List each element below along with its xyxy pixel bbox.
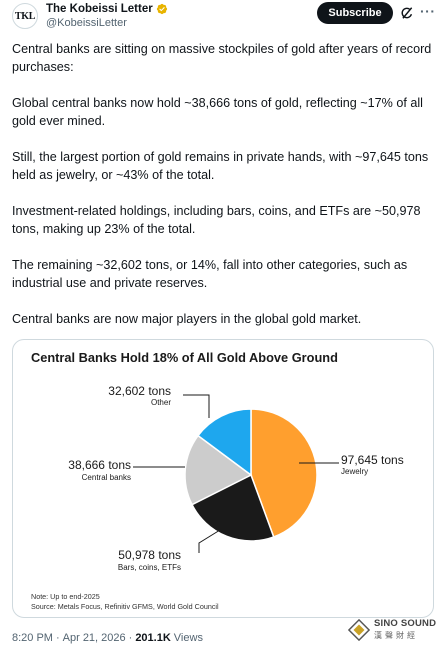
- chart-title: Central Banks Hold 18% of All Gold Above…: [31, 350, 338, 365]
- watermark: SINO SOUND 漢聲財經: [348, 617, 444, 643]
- slice-value-label: 38,666 tons: [68, 458, 131, 472]
- separator: ·: [128, 632, 133, 644]
- slice-name-label: Jewelry: [341, 467, 368, 476]
- pie-chart: 97,645 tons Jewelry 50,978 tons Bars, co…: [68, 384, 404, 572]
- avatar-text: TKL: [14, 10, 36, 22]
- tweet-header: TKL The Kobeissi Letter @KobeissiLetter …: [0, 0, 448, 34]
- avatar[interactable]: TKL: [12, 3, 38, 29]
- slice-value-label: 32,602 tons: [108, 384, 171, 398]
- tweet-text: Central banks are sitting on massive sto…: [12, 40, 436, 346]
- slice-value-label: 50,978 tons: [118, 548, 181, 562]
- views-label[interactable]: Views: [173, 632, 203, 644]
- pie-slice-other: [196, 408, 252, 477]
- chart-image-card[interactable]: Central Banks Hold 18% of All Gold Above…: [12, 339, 434, 618]
- grok-icon[interactable]: [400, 6, 414, 20]
- tweet-paragraph: Still, the largest portion of gold remai…: [12, 150, 429, 182]
- slice-name-label: Bars, coins, ETFs: [118, 563, 181, 572]
- subscribe-button[interactable]: Subscribe: [317, 2, 393, 24]
- chart-note: Note: Up to end-2025: [31, 592, 100, 601]
- watermark-subtitle: 漢聲財經: [374, 631, 418, 640]
- tweet-time[interactable]: 8:20 PM: [12, 632, 53, 644]
- slice-value-label: 97,645 tons: [341, 453, 404, 467]
- leader-line-other: [183, 394, 210, 418]
- pie-slice-central-banks: [184, 434, 253, 506]
- tweet-paragraph: Investment-related holdings, including b…: [12, 204, 421, 236]
- separator: ·: [55, 632, 60, 644]
- author-name[interactable]: The Kobeissi Letter: [46, 3, 153, 15]
- author-name-row[interactable]: The Kobeissi Letter: [46, 3, 168, 15]
- slice-name-label: Other: [151, 398, 171, 407]
- tweet-paragraph: Central banks are now major players in t…: [12, 312, 362, 326]
- slice-name-label: Central banks: [82, 473, 131, 482]
- watermark-logo-icon: [348, 619, 370, 641]
- tweet-paragraph: Central banks are sitting on massive sto…: [12, 42, 432, 74]
- views-count[interactable]: 201.1K: [135, 632, 171, 644]
- more-options-icon[interactable]: ···: [420, 3, 436, 19]
- tweet-date[interactable]: Apr 21, 2026: [62, 632, 126, 644]
- watermark-brand: SINO SOUND: [374, 618, 437, 629]
- tweet-paragraph: The remaining ~32,602 tons, or 14%, fall…: [12, 258, 408, 290]
- verified-badge-icon: [156, 3, 167, 15]
- tweet-footer: 8:20 PM · Apr 21, 2026 · 201.1K Views: [12, 632, 203, 644]
- pie-slice-bars-coins-etfs: [191, 473, 275, 542]
- author-handle[interactable]: @KobeissiLetter: [46, 17, 127, 29]
- chart-source: Source: Metals Focus, Refinitiv GFMS, Wo…: [31, 602, 219, 611]
- tweet-paragraph: Global central banks now hold ~38,666 to…: [12, 96, 423, 128]
- leader-line-bars: [198, 529, 221, 553]
